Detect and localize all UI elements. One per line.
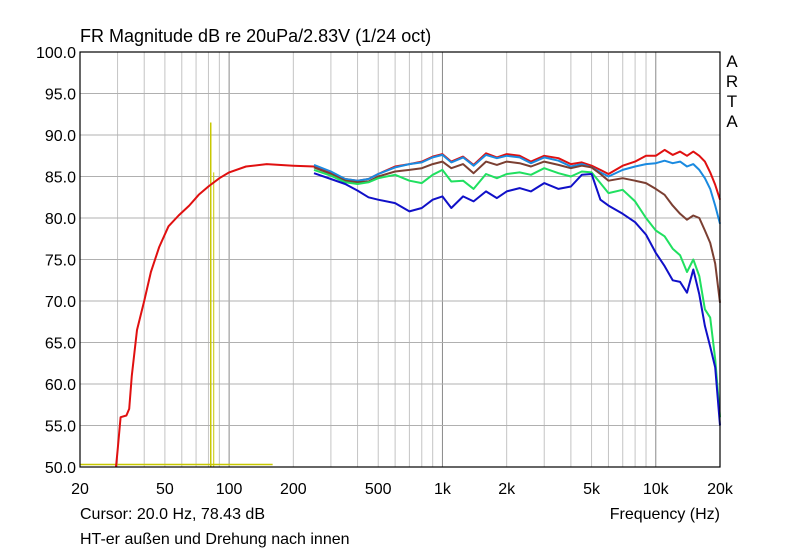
- x-tick-label: 50: [156, 481, 174, 498]
- x-tick-label: 100: [216, 481, 243, 498]
- y-tick-label: 70.0: [45, 294, 76, 311]
- series-line-1: [115, 148, 721, 468]
- arta-letter: T: [726, 92, 738, 111]
- x-tick-label: 500: [365, 481, 392, 498]
- y-tick-label: 80.0: [45, 211, 76, 228]
- x-tick-label: 20k: [707, 481, 734, 498]
- x-tick-label: 10k: [643, 481, 670, 498]
- y-tick-label: 75.0: [45, 253, 76, 270]
- y-tick-label: 90.0: [45, 128, 76, 145]
- y-tick-label: 55.0: [45, 419, 76, 436]
- x-tick-label: 2k: [498, 481, 516, 498]
- arta-letter: A: [726, 112, 738, 131]
- arta-letter: R: [725, 72, 739, 91]
- plot-frame: [79, 51, 721, 468]
- x-tick-label: 20: [71, 481, 89, 498]
- series-line-2: [313, 153, 721, 225]
- measurement-note: HT-er außen und Drehung nach innen: [80, 531, 350, 548]
- x-tick-label: 1k: [434, 481, 452, 498]
- x-tick-label: 5k: [583, 481, 601, 498]
- series-line-5: [313, 172, 721, 426]
- x-axis-label: Frequency (Hz): [609, 506, 720, 523]
- chart-title: FR Magnitude dB re 20uPa/2.83V (1/24 oct…: [80, 26, 432, 46]
- cursor-readout: Cursor: 20.0 Hz, 78.43 dB: [80, 506, 265, 523]
- x-tick-label: 200: [280, 481, 307, 498]
- y-tick-label: 60.0: [45, 377, 76, 394]
- series-line-4: [313, 167, 721, 418]
- arta-letter: A: [726, 52, 738, 71]
- y-tick-label: 100.0: [36, 45, 76, 62]
- series-line-3: [313, 160, 721, 303]
- arta-logo: A R T A: [724, 52, 740, 132]
- y-tick-label: 65.0: [45, 336, 76, 353]
- y-tick-label: 95.0: [45, 87, 76, 104]
- y-tick-label: 50.0: [45, 460, 76, 477]
- y-tick-label: 85.0: [45, 170, 76, 187]
